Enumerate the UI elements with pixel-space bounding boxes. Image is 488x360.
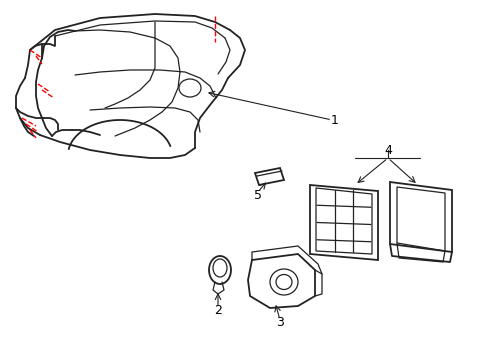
Text: 1: 1	[330, 113, 338, 126]
Text: 5: 5	[253, 189, 262, 202]
Text: 3: 3	[276, 315, 284, 328]
Text: 4: 4	[383, 144, 391, 157]
Text: 2: 2	[214, 303, 222, 316]
